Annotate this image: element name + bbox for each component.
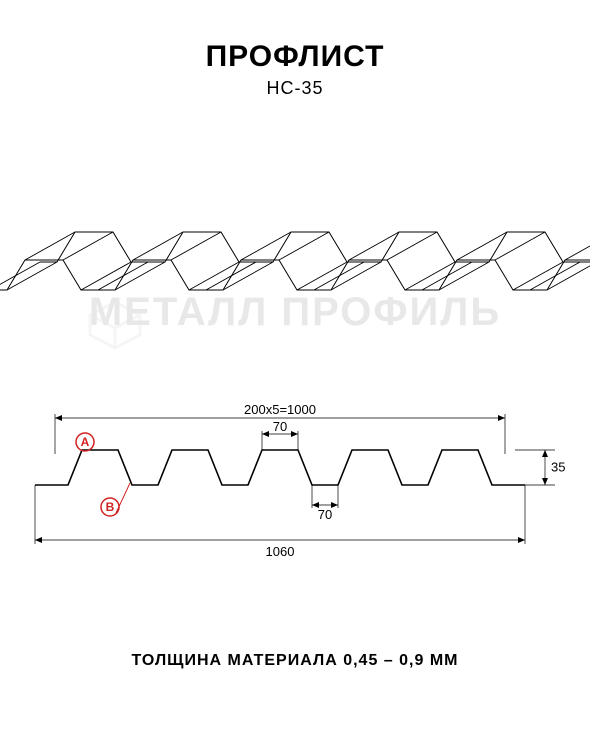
svg-text:1060: 1060 bbox=[266, 544, 295, 559]
thickness-label: ТОЛЩИНА МАТЕРИАЛА 0,45 – 0,9 ММ bbox=[0, 652, 590, 670]
svg-text:B: B bbox=[106, 500, 115, 514]
page-subtitle: НС-35 bbox=[0, 78, 590, 99]
svg-text:70: 70 bbox=[318, 507, 332, 522]
svg-text:35: 35 bbox=[551, 460, 565, 475]
watermark-logo-icon bbox=[80, 290, 160, 360]
page-title: ПРОФЛИСТ bbox=[0, 40, 590, 74]
svg-text:70: 70 bbox=[273, 419, 287, 434]
svg-text:200x5=1000: 200x5=1000 bbox=[244, 402, 316, 417]
svg-text:A: A bbox=[81, 435, 90, 449]
section-diagram: 200x5=1000 70 70 35 1060 A B bbox=[0, 400, 590, 580]
